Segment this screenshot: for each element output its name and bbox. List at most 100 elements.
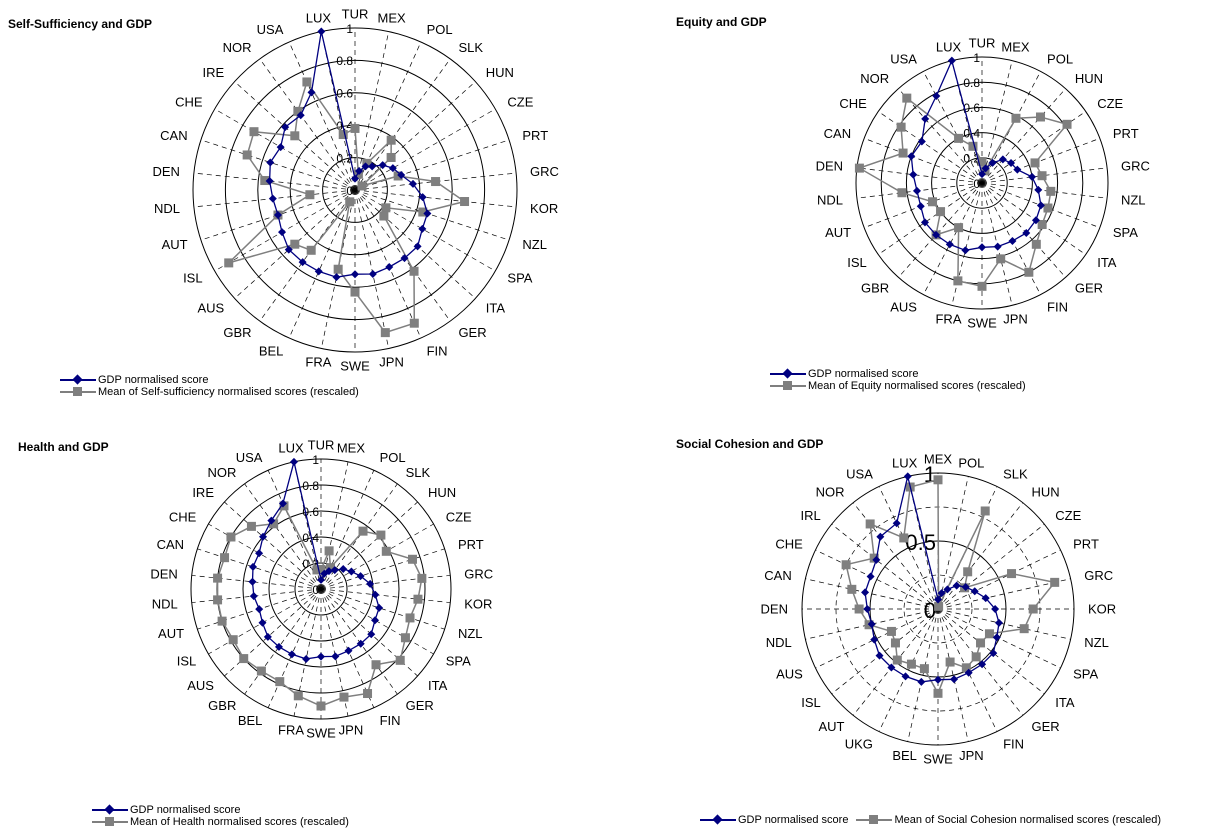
data-point-square — [1050, 577, 1060, 587]
data-point-square — [302, 77, 312, 87]
radar-spoke — [200, 139, 356, 191]
legend-mean-marker-icon — [60, 387, 96, 397]
data-point-diamond — [961, 246, 970, 255]
radar-ring-label: 1 — [973, 51, 980, 65]
data-point-square — [945, 657, 955, 667]
radar-spoke — [951, 60, 983, 184]
radar-category-label: DEN — [761, 602, 788, 617]
radar-ring — [801, 472, 1075, 746]
radar-category-label: PRT — [458, 537, 484, 552]
data-point-square — [350, 123, 360, 133]
radar-category-label: PRT — [1073, 536, 1099, 551]
radar-ring — [855, 56, 1109, 310]
data-point-square — [890, 638, 900, 648]
data-point-diamond — [920, 218, 929, 227]
data-point-diamond — [950, 675, 959, 684]
legend-label: Mean of Equity normalised scores (rescal… — [808, 380, 1026, 392]
data-point-diamond — [278, 499, 287, 508]
legend-gdp-marker-icon — [700, 814, 736, 825]
radar-ring-label: 0.2 — [963, 152, 980, 166]
data-point-square — [409, 266, 419, 276]
radar-category-label: PRT — [522, 128, 548, 143]
data-point-diamond — [866, 572, 875, 581]
radar-spoke — [224, 501, 322, 590]
data-point-square — [275, 677, 285, 687]
data-point-diamond — [281, 123, 290, 132]
radar-spoke — [244, 588, 322, 695]
radar-spoke — [320, 523, 434, 590]
data-point-diamond — [339, 564, 348, 573]
data-point-square — [358, 526, 368, 536]
radar-spoke — [259, 189, 356, 322]
radar-category-label: LUX — [306, 10, 332, 25]
data-point-square — [269, 519, 279, 529]
radar-category-label: GRC — [1084, 568, 1113, 583]
radar-spoke — [852, 608, 939, 716]
radar-category-label: KOR — [464, 597, 492, 612]
radar-ring-label: 0.8 — [302, 479, 319, 493]
data-point-diamond — [981, 164, 990, 173]
radar-ring — [905, 106, 1059, 260]
radar-category-label: POL — [958, 455, 984, 470]
data-point-square — [854, 604, 864, 614]
legend-label: Mean of Social Cohesion normalised score… — [894, 814, 1162, 826]
radar-ring-label: 0.6 — [336, 87, 353, 101]
data-point-square — [213, 595, 223, 605]
radar-spoke — [288, 189, 356, 339]
data-point-diamond — [876, 532, 885, 541]
data-point-square — [961, 663, 971, 673]
radar-category-label: FIN — [380, 713, 401, 728]
radar-category-label: TUR — [308, 438, 335, 453]
radar-category-label: GRC — [464, 566, 493, 581]
radar-ring — [242, 510, 400, 668]
legend-mean-marker-icon — [856, 815, 893, 825]
radar-category-label: MEX — [378, 10, 407, 25]
radar-spoke — [951, 182, 983, 306]
radar-category-label: GBR — [223, 325, 251, 340]
data-point-square — [906, 659, 916, 669]
data-point-diamond — [361, 162, 370, 171]
radar-category-label: CHE — [175, 95, 203, 110]
data-point-diamond — [978, 170, 986, 179]
data-point-square — [393, 171, 403, 181]
radar-category-label: SPA — [446, 654, 471, 669]
data-point-square — [246, 521, 256, 531]
data-point-diamond — [418, 224, 427, 233]
radar-category-label: CHE — [775, 536, 803, 551]
data-point-square — [1028, 604, 1038, 614]
data-point-diamond — [945, 240, 954, 249]
radar-ring — [190, 458, 452, 720]
radar-ring-label: 0.6 — [963, 101, 980, 115]
radar-category-label: CZE — [446, 510, 472, 525]
radar-category-label: NOR — [860, 71, 889, 86]
data-point-diamond — [351, 174, 359, 183]
radar-category-label: GRC — [1121, 159, 1150, 174]
data-point-diamond — [932, 230, 941, 239]
radar-category-label: LUX — [936, 40, 962, 55]
data-point-diamond — [330, 566, 339, 575]
data-point-square — [865, 519, 875, 529]
radar-category-label: HUN — [1075, 71, 1103, 86]
radar-category-label: DEN — [816, 159, 843, 174]
legend-item-gdp: GDP normalised score — [60, 374, 359, 386]
radar-category-label: CZE — [1055, 508, 1081, 523]
data-point-diamond — [921, 114, 930, 123]
data-point-diamond — [388, 164, 397, 173]
data-point-diamond — [872, 555, 881, 564]
radar-spoke — [937, 608, 1045, 695]
radar-category-label: MEX — [337, 441, 366, 456]
radar-spoke — [981, 60, 1013, 184]
data-point-square — [417, 573, 427, 583]
radar-category-label: AUT — [825, 225, 851, 240]
radar-category-label: POL — [380, 450, 406, 465]
data-point-diamond — [1007, 158, 1016, 167]
radar-spoke — [320, 548, 445, 590]
radar-category-label: ITA — [1097, 255, 1117, 270]
radar-category-label: CHE — [839, 96, 867, 111]
data-point-square — [954, 223, 964, 233]
radar-spoke — [981, 137, 1100, 184]
data-point-square — [226, 532, 236, 542]
data-point-square — [405, 613, 415, 623]
data-point-diamond — [265, 177, 274, 186]
radar-category-label: AUS — [890, 300, 917, 315]
